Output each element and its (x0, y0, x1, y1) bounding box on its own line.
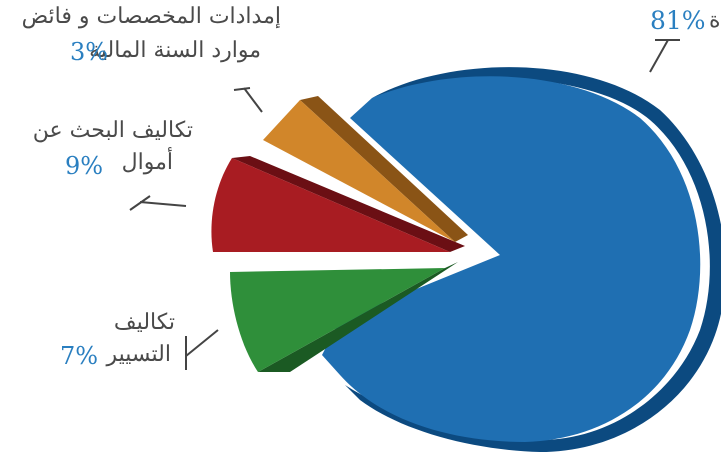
leader-line-81 (649, 39, 680, 73)
slice-7-percent: 7% (60, 342, 99, 370)
slice-9-percent: 9% (65, 152, 104, 180)
slice-9 (211, 158, 450, 252)
slice-side-3 (300, 96, 468, 242)
slice-main-label-fragment: ة (709, 8, 721, 33)
slice-main (322, 76, 701, 442)
slice-side-7 (258, 262, 458, 372)
slice-side-main (345, 67, 721, 452)
slice-9-label-line2: أموال (121, 150, 173, 175)
slice-3-percent: 3% (70, 38, 109, 66)
leader-line-9 (129, 195, 187, 211)
slice-7-label-line2: التسيير (106, 342, 172, 367)
slice-side-9 (232, 156, 465, 252)
slice-main-percent: 81% (650, 6, 706, 35)
leader-line-3 (233, 87, 263, 113)
slice-7 (230, 268, 445, 372)
slice-3-label-line2: موارد السنة المالية (89, 38, 261, 63)
slice-7-label-line1: تكاليف (113, 310, 175, 335)
slice-3 (263, 100, 455, 242)
slice-3-label-line1: إمدادات المخصصات و فائض (21, 4, 281, 29)
leader-line-7 (185, 329, 219, 370)
slice-9-label-line1: تكاليف البحث عن (32, 118, 193, 143)
